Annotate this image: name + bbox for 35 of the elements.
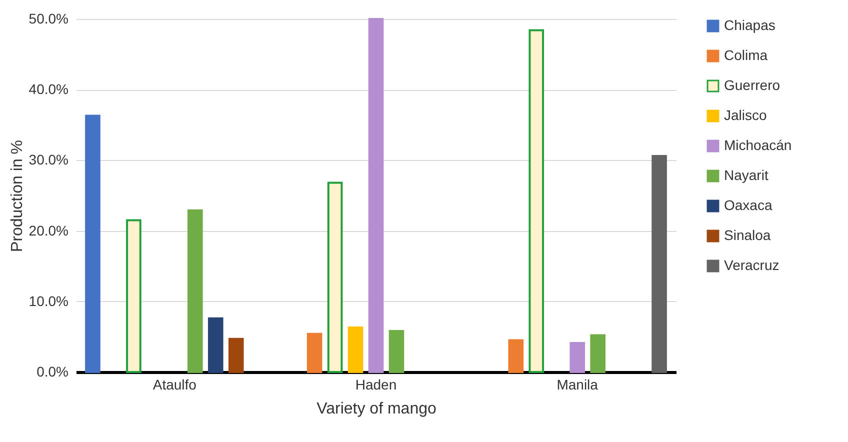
bar — [570, 342, 585, 373]
legend-label: Colima — [724, 47, 768, 63]
legend-label: Nayarit — [724, 167, 768, 183]
bar — [508, 339, 524, 373]
y-tick-label: 0.0% — [36, 364, 68, 380]
y-axis-title: Production in % — [8, 140, 26, 252]
bar — [126, 219, 142, 373]
legend-label: Oaxaca — [724, 197, 772, 213]
y-tick-label: 30.0% — [28, 152, 68, 168]
bar — [348, 326, 364, 373]
legend-label: Chiapas — [724, 17, 776, 33]
bar — [85, 114, 100, 373]
x-tick-label: Ataulfo — [152, 376, 197, 392]
bar — [228, 338, 244, 373]
legend-label: Jalisco — [724, 107, 768, 123]
bar — [388, 330, 404, 373]
legend-label: Sinaloa — [724, 227, 771, 243]
legend-label: Veracruz — [724, 257, 780, 273]
bar — [208, 317, 224, 373]
legend-label: Guerrero — [724, 77, 780, 93]
y-tick-label: 20.0% — [28, 222, 68, 238]
y-tick-label: 10.0% — [28, 292, 68, 309]
bar — [187, 209, 203, 373]
bar — [327, 182, 343, 373]
bar — [368, 18, 384, 373]
bar — [528, 29, 544, 373]
bar — [590, 334, 606, 373]
x-axis-title: Variety of mango — [316, 400, 436, 418]
x-tick-label: Manila — [556, 376, 598, 392]
y-tick-label: 50.0% — [28, 10, 68, 26]
x-tick-label: Haden — [355, 376, 397, 392]
bar — [306, 332, 322, 373]
y-tick-label: 40.0% — [28, 81, 68, 98]
bar — [652, 154, 667, 373]
legend-label: Michoacán — [724, 137, 792, 153]
